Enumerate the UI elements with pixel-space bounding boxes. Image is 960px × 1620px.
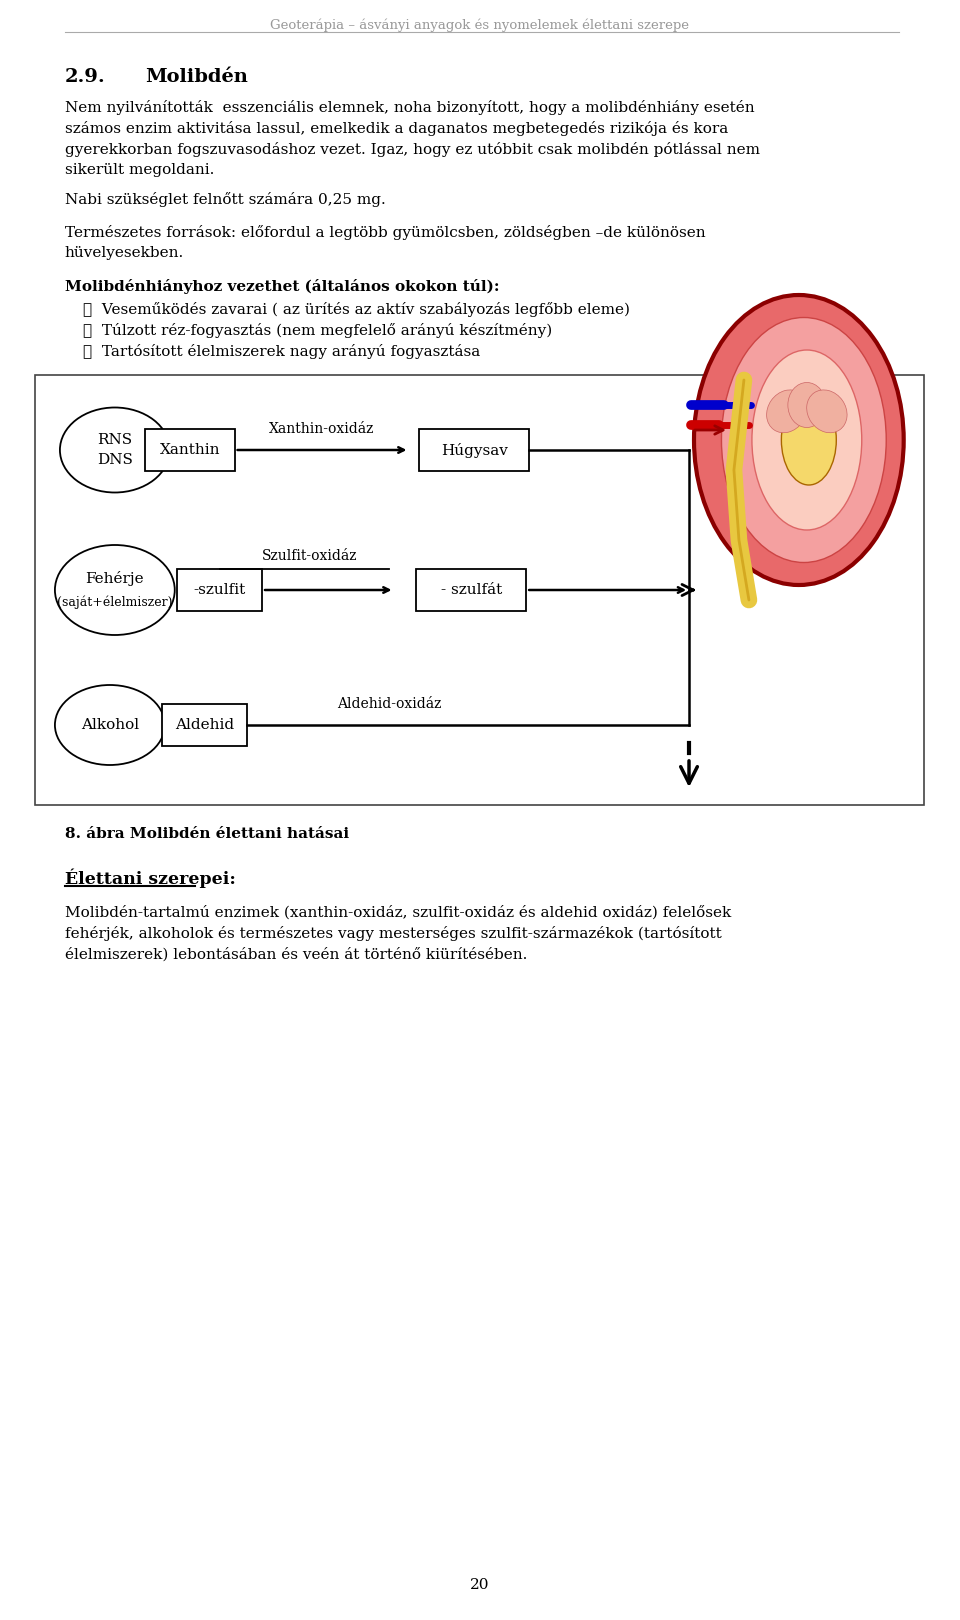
Text: Húgysav: Húgysav bbox=[441, 442, 508, 457]
Text: gyerekkorban fogszuvasodáshoz vezet. Igaz, hogy ez utóbbit csak molibdén pótláss: gyerekkorban fogszuvasodáshoz vezet. Iga… bbox=[65, 143, 760, 157]
Text: Xanthin-oxidáz: Xanthin-oxidáz bbox=[270, 421, 374, 436]
Text: DNS: DNS bbox=[97, 454, 132, 467]
Ellipse shape bbox=[55, 544, 175, 635]
Text: 20: 20 bbox=[469, 1578, 489, 1592]
Text: élelmiszerek) lebontásában és veén át történő kiürítésében.: élelmiszerek) lebontásában és veén át tö… bbox=[65, 948, 527, 961]
Bar bbox=[162, 705, 247, 745]
Bar bbox=[420, 429, 529, 471]
Text: Molibdén-tartalmú enzimek (xanthin-oxidáz, szulfit-oxidáz és aldehid oxidáz) fel: Molibdén-tartalmú enzimek (xanthin-oxidá… bbox=[65, 906, 732, 919]
Ellipse shape bbox=[806, 390, 847, 433]
Text: 2.9.: 2.9. bbox=[65, 68, 106, 86]
Ellipse shape bbox=[55, 685, 165, 765]
Ellipse shape bbox=[767, 390, 807, 433]
Text: - szulfát: - szulfát bbox=[441, 583, 502, 598]
Text: Nabi szükséglet felnőtt számára 0,25 mg.: Nabi szükséglet felnőtt számára 0,25 mg. bbox=[65, 193, 386, 207]
Text: -szulfit: -szulfit bbox=[194, 583, 246, 598]
Bar bbox=[145, 429, 234, 471]
Text: Természetes források: előfordul a legtöbb gyümölcsben, zöldségben –de különösen: Természetes források: előfordul a legtöb… bbox=[65, 225, 706, 240]
Text: Molibdénhiányhoz vezethet (általános okokon túl):: Molibdénhiányhoz vezethet (általános oko… bbox=[65, 279, 499, 293]
Text: ✓  Tartósított élelmiszerek nagy arányú fogyasztása: ✓ Tartósított élelmiszerek nagy arányú f… bbox=[83, 343, 480, 360]
Text: Nem nyilvánították  esszenciális elemnek, noha bizonyított, hogy a molibdénhiány: Nem nyilvánították esszenciális elemnek,… bbox=[65, 100, 755, 115]
Text: RNS: RNS bbox=[97, 433, 132, 447]
Text: 8. ábra Molibdén élettani hatásai: 8. ábra Molibdén élettani hatásai bbox=[65, 826, 349, 841]
Text: számos enzim aktivitása lassul, emelkedik a daganatos megbetegedés rizikója és k: számos enzim aktivitása lassul, emelkedi… bbox=[65, 122, 728, 136]
Text: Fehérje: Fehérje bbox=[85, 570, 144, 585]
Ellipse shape bbox=[788, 382, 826, 428]
Ellipse shape bbox=[722, 318, 886, 562]
Text: Xanthin: Xanthin bbox=[159, 442, 220, 457]
Bar bbox=[178, 569, 262, 611]
Ellipse shape bbox=[781, 395, 836, 484]
Text: Molibdén: Molibdén bbox=[145, 68, 248, 86]
Text: Aldehid-oxidáz: Aldehid-oxidáz bbox=[337, 697, 442, 711]
Text: (saját+élelmiszer): (saját+élelmiszer) bbox=[57, 595, 173, 609]
Bar bbox=[417, 569, 526, 611]
Text: Aldehid: Aldehid bbox=[175, 718, 234, 732]
Text: fehérjék, alkoholok és természetes vagy mesterséges szulfit-származékok (tartósí: fehérjék, alkoholok és természetes vagy … bbox=[65, 927, 722, 941]
Text: Szulfit-oxidáz: Szulfit-oxidáz bbox=[262, 549, 357, 564]
Text: hüvelyesekben.: hüvelyesekben. bbox=[65, 246, 184, 259]
Ellipse shape bbox=[752, 350, 862, 530]
Text: ✓  Túlzott réz-fogyasztás (nem megfelelő arányú készítmény): ✓ Túlzott réz-fogyasztás (nem megfelelő … bbox=[83, 322, 552, 339]
Text: Geoterápia – ásványi anyagok és nyomelemek élettani szerepe: Geoterápia – ásványi anyagok és nyomelem… bbox=[270, 18, 689, 31]
Ellipse shape bbox=[694, 295, 903, 585]
Text: sikerült megoldani.: sikerült megoldani. bbox=[65, 164, 214, 177]
Text: Élettani szerepei:: Élettani szerepei: bbox=[65, 868, 236, 888]
Text: ✓  Veseműködés zavarai ( az ürítés az aktív szabályozás legfőbb eleme): ✓ Veseműködés zavarai ( az ürítés az akt… bbox=[83, 301, 630, 318]
Text: Alkohol: Alkohol bbox=[81, 718, 139, 732]
Ellipse shape bbox=[60, 408, 170, 492]
Bar bbox=[35, 374, 924, 805]
